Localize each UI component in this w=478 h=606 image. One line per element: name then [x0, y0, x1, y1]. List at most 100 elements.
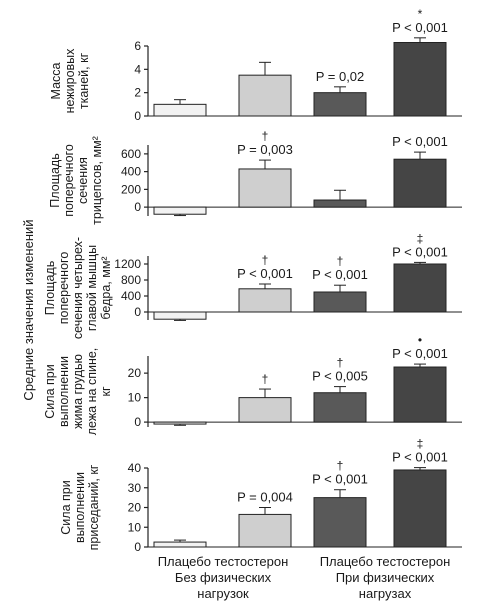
significance-symbol: † [337, 254, 344, 268]
y-tick-label: 10 [128, 391, 142, 405]
y-tick-label: 200 [121, 182, 141, 196]
y-axis-label: Площадьпоперечногосечениятрицепсов, мм² [48, 136, 104, 225]
significance-symbol: † [262, 253, 269, 267]
significance-symbol: † [337, 459, 344, 473]
p-value-label: P = 0,02 [316, 69, 365, 84]
significance-symbol: † [337, 356, 344, 370]
p-value-label: P < 0,005 [312, 369, 368, 384]
y-axis-label-line: нежировых [63, 48, 77, 114]
y-axis-label: Сила привыполненииприседаний, кг [59, 464, 101, 550]
y-tick-label: 400 [121, 289, 141, 303]
y-axis-label: Массанежировыхтканей, кг [49, 48, 91, 114]
panel-1: 0 2 4 6 P = 0,02 P < 0,001* Массанежировыхткан… [49, 7, 462, 123]
y-tick-label: 4 [134, 62, 141, 76]
p-value-label: P < 0,001 [312, 472, 368, 487]
y-tick-label: 2 [134, 86, 141, 100]
bar [313, 291, 367, 313]
y-axis-label-line: кг [99, 386, 113, 396]
y-tick-label: 10 [128, 520, 142, 534]
p-value-label: P < 0,001 [392, 244, 448, 259]
y-tick-label: 0 [134, 540, 141, 554]
significance-symbol: • [418, 333, 422, 347]
y-tick-label: 0 [134, 305, 141, 319]
y-axis-label-line: выполнении [73, 472, 87, 543]
y-axis-label-line: бедра, мм² [99, 256, 113, 319]
p-value-label: P < 0,001 [392, 20, 448, 35]
bar [153, 103, 207, 117]
y-axis-label: Площадьпоперечногосечения четырех-главой… [43, 237, 113, 339]
y-tick-label: 600 [121, 147, 141, 161]
p-value-label: P = 0,003 [237, 142, 293, 157]
bar [313, 199, 367, 208]
significance-symbol: ‡ [417, 437, 424, 451]
x-group-label: Плацебо тестостерон [320, 554, 451, 569]
bar [238, 397, 292, 423]
bar [313, 392, 367, 423]
p-value-label: P = 0,004 [237, 490, 293, 505]
y-tick-label: 0 [134, 109, 141, 123]
bar [393, 263, 447, 313]
y-axis-label-line: приседаний, кг [87, 464, 101, 550]
y-axis-label-line: лежа на спине, [85, 348, 99, 436]
p-value-label: P < 0,001 [312, 267, 368, 282]
y-axis-label-line: Масса [49, 62, 63, 99]
significance-symbol: * [418, 7, 423, 21]
significance-symbol: † [262, 129, 269, 143]
significance-symbol: ‡ [417, 231, 424, 245]
y-tick-label: 40 [128, 461, 142, 475]
global-y-axis-label: Средние значения изменений [21, 219, 36, 400]
y-axis-label-line: тканей, кг [77, 52, 91, 109]
y-tick-label: 20 [128, 366, 142, 380]
x-group-label: нагрузок [197, 586, 249, 601]
y-axis-label-line: поперечного [62, 144, 76, 217]
bar [393, 366, 447, 423]
y-axis-label-line: Площадь [48, 153, 62, 207]
bar [238, 74, 292, 117]
bar [393, 158, 447, 208]
y-axis-label-line: главой мышцы [85, 245, 99, 331]
bar [313, 92, 367, 117]
p-value-label: P < 0,001 [392, 346, 448, 361]
y-axis-label-line: Сила при [59, 480, 73, 534]
y-axis-label: Сила привыполнениижима грудьюлежа на спи… [43, 348, 113, 436]
bar [313, 497, 367, 548]
bar [393, 42, 447, 117]
y-axis-label-line: выполнении [57, 356, 71, 427]
x-group-label: При физических [336, 570, 435, 585]
y-tick-label: 1200 [114, 257, 141, 271]
y-tick-label: 400 [121, 165, 141, 179]
y-axis-label-line: сечения [76, 157, 90, 204]
bar [393, 469, 447, 548]
bar [153, 541, 207, 548]
p-value-label: P < 0,001 [392, 450, 448, 465]
significance-symbol: † [262, 372, 269, 386]
y-tick-label: 800 [121, 273, 141, 287]
x-group-label: нагрузах [359, 586, 412, 601]
panel-2: 0 200 400 600 P = 0,003† P < 0,001 Площадьпопе… [48, 129, 462, 225]
y-tick-label: 0 [134, 415, 141, 429]
p-value-label: P < 0,001 [237, 266, 293, 281]
y-axis-label-line: Площадь [43, 261, 57, 315]
bar [238, 513, 292, 548]
y-tick-label: 30 [128, 481, 142, 495]
y-axis-label-line: Сила при [43, 364, 57, 418]
y-axis-label-line: поперечного [57, 252, 71, 325]
y-axis-label-line: сечения четырех- [71, 237, 85, 339]
y-axis-label-line: трицепсов, мм² [90, 136, 104, 225]
bar [238, 168, 292, 208]
x-group-label: Без физических [175, 570, 272, 585]
p-value-label: P < 0,001 [392, 134, 448, 149]
bar [153, 206, 207, 215]
y-tick-label: 0 [134, 200, 141, 214]
bar [153, 311, 207, 320]
bar [153, 421, 207, 425]
bar [238, 288, 292, 313]
y-axis-label-line: жима грудью [71, 354, 85, 429]
x-group-label: Плацебо тестостерон [158, 554, 289, 569]
